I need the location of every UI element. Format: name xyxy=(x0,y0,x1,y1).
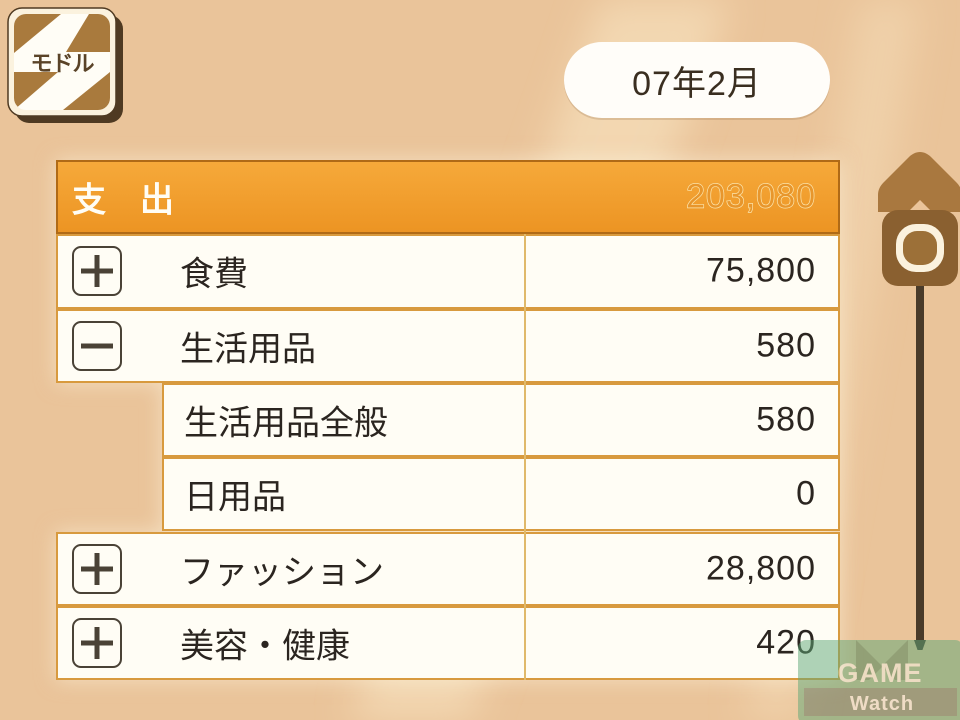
svg-text:Watch: Watch xyxy=(850,693,914,715)
svg-text:GAME: GAME xyxy=(838,658,923,688)
svg-text:モドル: モドル xyxy=(30,51,94,76)
